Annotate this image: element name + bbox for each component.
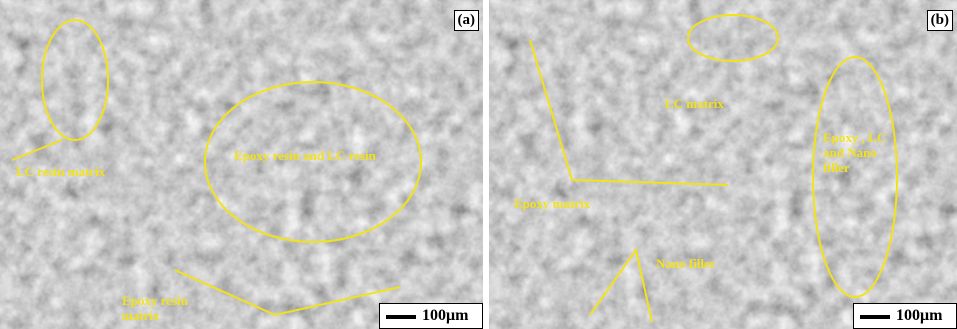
annotation: LC resin matrix (16, 164, 105, 179)
annotation: LC matrix (665, 96, 724, 111)
panel-a: LC resin matrix Epoxy resin and LC resin… (0, 0, 483, 329)
annotation: Epoxy resin matrix (122, 293, 212, 323)
scale-bar: 100μm (853, 303, 957, 329)
page: LC resin matrix Epoxy resin and LC resin… (0, 0, 957, 329)
scale-bar: 100μm (379, 303, 483, 329)
annotation: Epoxy resin and LC resin (234, 148, 384, 163)
annotation: Nano filler (656, 256, 716, 271)
panel-b: LC matrix Epoxy matrix Nano filler Epoxy… (489, 0, 957, 329)
annotation: Epoxy matrix (514, 196, 590, 211)
scale-line (386, 315, 416, 319)
panel-label: (a) (454, 10, 480, 31)
panel-label: (b) (927, 10, 953, 31)
scale-text: 100μm (896, 307, 942, 325)
annotation: Epoxy , LC and Nano filler (823, 130, 899, 175)
scale-line (860, 315, 890, 319)
scale-text: 100μm (422, 307, 468, 325)
